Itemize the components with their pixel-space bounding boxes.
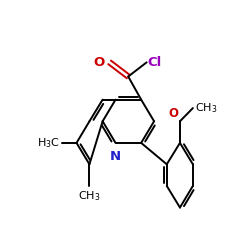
Text: H$_3$C: H$_3$C: [37, 136, 60, 150]
Text: O: O: [169, 107, 179, 120]
Text: CH$_3$: CH$_3$: [78, 189, 101, 203]
Text: Cl: Cl: [148, 56, 162, 69]
Text: CH$_3$: CH$_3$: [195, 101, 217, 115]
Text: O: O: [94, 56, 105, 69]
Text: N: N: [110, 150, 121, 163]
